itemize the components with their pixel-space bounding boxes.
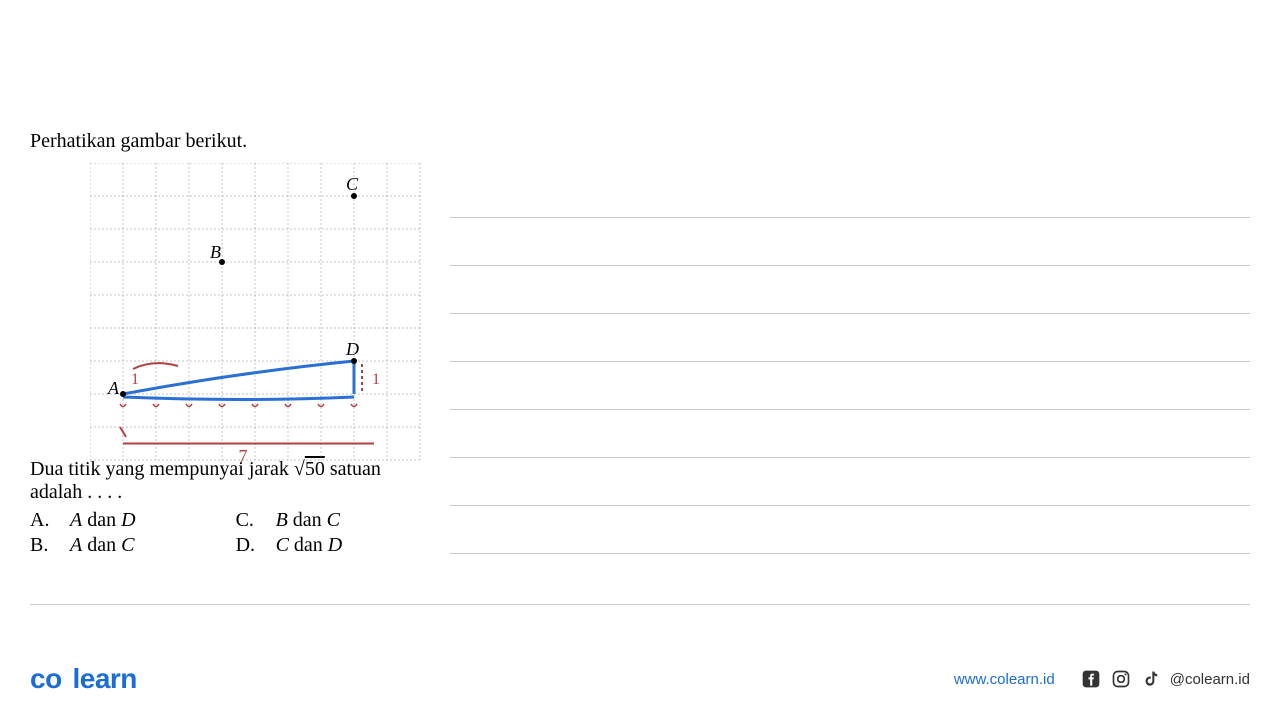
social-icons: @colearn.id — [1080, 668, 1250, 690]
option-d: D. C dan D — [236, 534, 343, 557]
grid-svg: 1 7 1 A B C D — [90, 163, 430, 463]
svg-text:A: A — [107, 378, 120, 398]
social-handle: @colearn.id — [1170, 671, 1250, 688]
facebook-icon — [1080, 668, 1102, 690]
logo-part1: co — [30, 663, 62, 694]
answer-line — [450, 170, 1250, 218]
bottom-divider — [30, 604, 1250, 605]
svg-text:7: 7 — [239, 446, 248, 463]
answer-line — [450, 506, 1250, 554]
diagram: 171 ABCD — [90, 163, 430, 453]
option-d-letter: D. — [236, 534, 261, 557]
footer: co learn www.colearn.id @colearn.id — [30, 663, 1250, 695]
option-d-text: C dan D — [276, 534, 343, 557]
svg-text:C: C — [346, 174, 359, 194]
answer-line — [450, 362, 1250, 410]
option-c-letter: C. — [236, 509, 261, 532]
option-a: A. A dan D — [30, 509, 136, 532]
option-b-text: A dan C — [70, 534, 134, 557]
logo: co learn — [30, 663, 137, 695]
answer-lines — [450, 170, 1250, 554]
answer-line — [450, 314, 1250, 362]
option-c-text: B dan C — [276, 509, 340, 532]
answer-line — [450, 458, 1250, 506]
option-b: B. A dan C — [30, 534, 136, 557]
svg-text:B: B — [210, 242, 221, 262]
answer-line — [450, 218, 1250, 266]
tiktok-icon — [1140, 668, 1162, 690]
option-a-text: A dan D — [70, 509, 136, 532]
website-url: www.colearn.id — [954, 671, 1055, 688]
question-text-line2: adalah . . . . — [30, 481, 122, 503]
svg-text:1: 1 — [131, 371, 139, 388]
answer-line — [450, 266, 1250, 314]
logo-part2: learn — [72, 663, 136, 694]
instagram-icon — [1110, 668, 1132, 690]
answer-line — [450, 410, 1250, 458]
svg-text:1: 1 — [372, 371, 380, 388]
option-c: C. B dan C — [236, 509, 343, 532]
question-title: Perhatikan gambar berikut. — [30, 130, 1250, 153]
option-b-letter: B. — [30, 534, 55, 557]
option-a-letter: A. — [30, 509, 55, 532]
svg-text:D: D — [345, 339, 359, 359]
